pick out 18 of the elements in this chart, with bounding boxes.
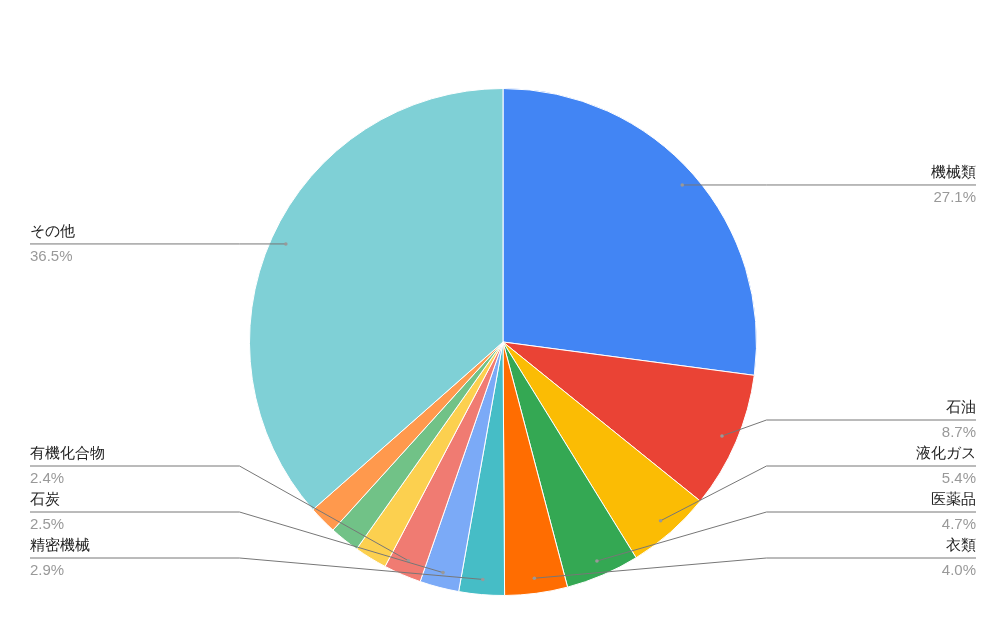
slice-label: 有機化合物	[30, 444, 105, 462]
slice-label: 石油	[946, 398, 976, 416]
data-label: 4.0%	[941, 561, 976, 579]
data-label: 5.4%	[941, 469, 976, 487]
data-label: 36.5%	[30, 247, 73, 265]
data-label: 4.7%	[941, 515, 976, 533]
data-label: 2.5%	[30, 515, 65, 533]
slice-label: 石炭	[30, 490, 60, 508]
data-label: 2.4%	[30, 469, 65, 487]
slice-label: 衣類	[946, 536, 976, 554]
slice-label: 液化ガス	[916, 444, 976, 462]
data-label: 2.9%	[30, 561, 65, 579]
data-label: 8.7%	[941, 423, 976, 441]
slice-label: 機械類	[931, 163, 976, 181]
slice-label: その他	[30, 222, 75, 240]
slice-label: 精密機械	[30, 536, 90, 554]
data-label: 27.1%	[933, 188, 976, 206]
slice-label: 医薬品	[931, 490, 976, 508]
